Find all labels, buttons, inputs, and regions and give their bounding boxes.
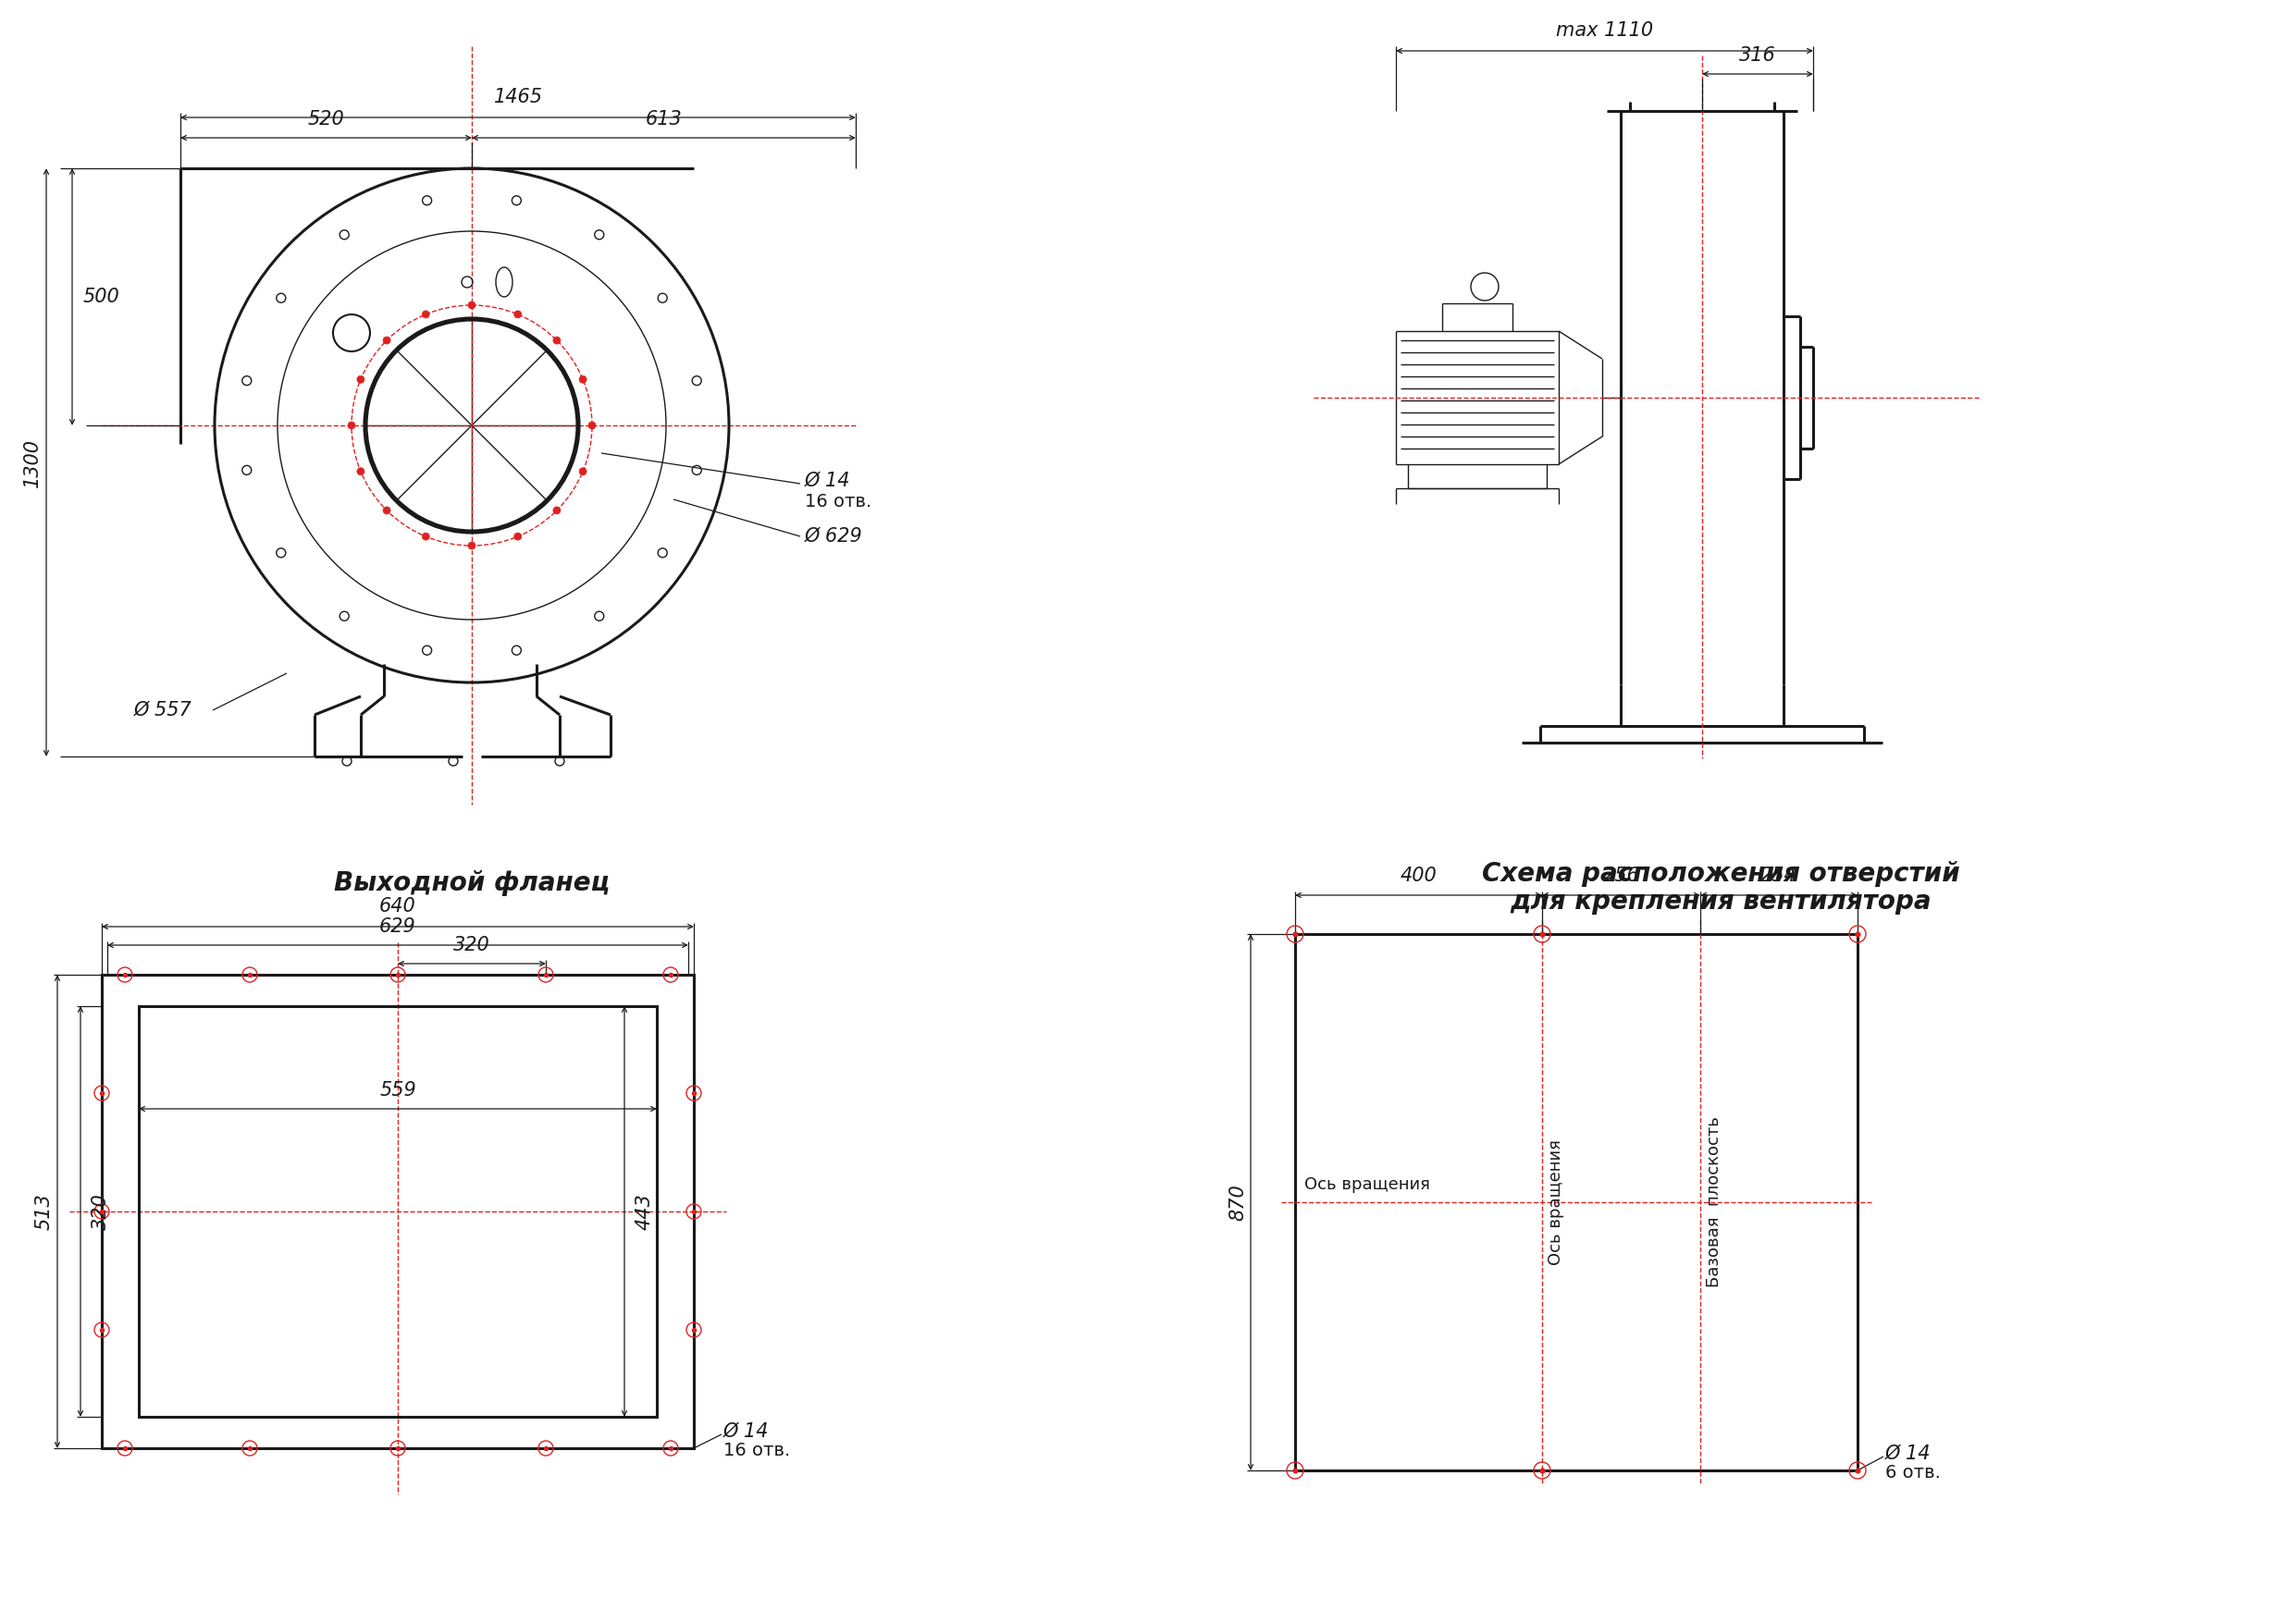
Text: 629: 629 xyxy=(379,917,416,936)
Text: 520: 520 xyxy=(308,110,344,128)
Text: 400: 400 xyxy=(1401,867,1437,885)
Text: Ø 14: Ø 14 xyxy=(723,1422,769,1441)
Circle shape xyxy=(383,336,390,344)
Circle shape xyxy=(579,375,585,383)
Text: 1465: 1465 xyxy=(494,88,542,107)
Text: 254: 254 xyxy=(1761,867,1798,885)
Text: Ø 14: Ø 14 xyxy=(806,472,850,490)
Bar xyxy=(101,975,693,1448)
Circle shape xyxy=(468,302,475,308)
Text: Ø 557: Ø 557 xyxy=(133,701,193,719)
Text: 500: 500 xyxy=(83,287,119,307)
Text: 640: 640 xyxy=(379,898,416,915)
Circle shape xyxy=(514,532,521,540)
Bar xyxy=(138,1006,657,1417)
Circle shape xyxy=(588,422,595,428)
Text: 1300: 1300 xyxy=(23,438,41,487)
Text: max 1110: max 1110 xyxy=(1557,21,1653,41)
Circle shape xyxy=(356,375,365,383)
Text: Ø 629: Ø 629 xyxy=(806,527,863,545)
Text: 16 отв.: 16 отв. xyxy=(806,492,872,510)
Text: 320: 320 xyxy=(452,936,489,954)
Text: Ø 14: Ø 14 xyxy=(1885,1444,1931,1462)
Circle shape xyxy=(347,422,356,428)
Circle shape xyxy=(553,336,560,344)
Text: Базовая  плоскость: Базовая плоскость xyxy=(1706,1117,1722,1287)
Circle shape xyxy=(356,467,365,476)
Text: Ось вращения: Ось вращения xyxy=(1548,1139,1564,1264)
Circle shape xyxy=(422,532,429,540)
Text: 256: 256 xyxy=(1603,867,1639,885)
Circle shape xyxy=(468,542,475,549)
Circle shape xyxy=(383,506,390,514)
Text: 320: 320 xyxy=(92,1193,110,1230)
Circle shape xyxy=(579,467,585,476)
Text: 513: 513 xyxy=(34,1193,53,1230)
Circle shape xyxy=(514,310,521,318)
Text: Схема расположения отверстий: Схема расположения отверстий xyxy=(1481,860,1958,886)
Text: для крепления вентилятора: для крепления вентилятора xyxy=(1511,889,1931,915)
Text: 6 отв.: 6 отв. xyxy=(1885,1464,1940,1482)
Text: Выходной фланец: Выходной фланец xyxy=(333,870,611,896)
Text: 870: 870 xyxy=(1228,1183,1247,1220)
Circle shape xyxy=(422,310,429,318)
Text: 613: 613 xyxy=(645,110,682,128)
Circle shape xyxy=(553,506,560,514)
Text: 316: 316 xyxy=(1740,45,1777,65)
Text: 16 отв.: 16 отв. xyxy=(723,1441,790,1459)
Text: Ось вращения: Ось вращения xyxy=(1304,1177,1430,1193)
Text: 443: 443 xyxy=(636,1193,654,1230)
Text: 559: 559 xyxy=(379,1081,416,1099)
